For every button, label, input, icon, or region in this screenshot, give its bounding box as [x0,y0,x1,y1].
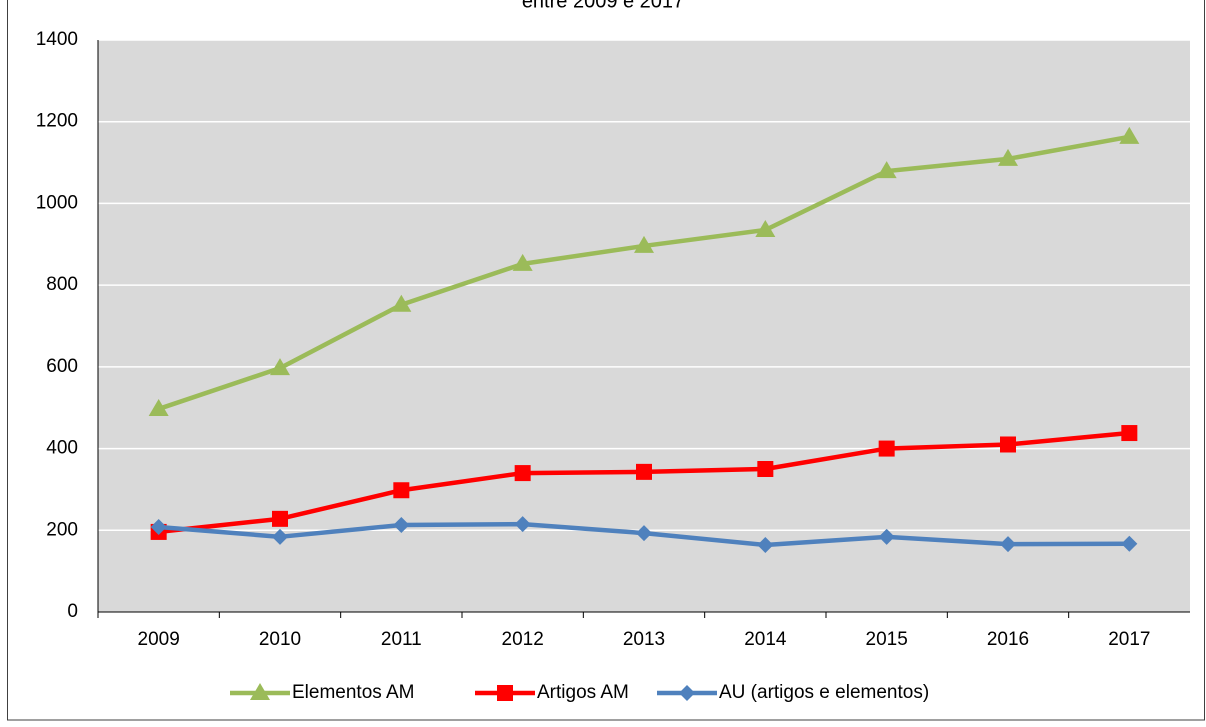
marker [272,528,288,545]
marker [393,516,410,533]
marker [393,482,410,499]
marker [150,519,167,536]
y-tick-label: 200 [46,519,78,540]
marker [878,528,895,545]
y-tick-label: 800 [46,274,78,295]
y-tick-label: 1200 [36,111,78,132]
marker [757,461,774,477]
legend-marker [497,685,513,701]
legend-marker [679,685,695,701]
x-tick-label: 2011 [381,629,422,650]
x-tick-label: 2010 [259,629,301,650]
x-tick-label: 2017 [1108,629,1150,650]
x-tick-label: 2013 [623,629,665,650]
marker [148,398,169,416]
marker [876,161,897,179]
marker [757,536,774,553]
x-tick-label: 2012 [502,629,544,650]
marker [1000,536,1016,553]
legend-label: Artigos AM [537,682,629,703]
marker [1119,126,1140,144]
marker [514,516,531,533]
y-tick-label: 1400 [36,29,78,50]
legend-label: Elementos AM [292,682,415,703]
marker [878,440,895,457]
y-tick-label: 1000 [36,192,78,213]
marker [636,463,652,480]
chart-title: entre 2009 e 2017 [522,0,684,12]
marker [634,235,654,253]
marker [1121,425,1138,442]
x-tick-label: 2016 [987,629,1029,650]
marker [636,525,652,542]
marker [512,253,533,271]
marker [1000,436,1016,453]
x-tick-label: 2014 [744,629,787,650]
legend-marker [250,683,270,700]
legend-label: AU (artigos e elementos) [719,682,929,703]
y-tick-label: 400 [46,438,78,459]
y-tick-label: 0 [67,601,78,622]
marker [514,465,531,482]
marker [272,510,288,527]
x-tick-label: 2009 [138,629,180,650]
marker [270,358,290,376]
marker [755,219,776,237]
marker [998,148,1018,166]
marker [1121,535,1138,552]
y-tick-label: 600 [46,356,78,377]
marker [391,294,412,312]
x-tick-label: 2015 [866,629,908,650]
